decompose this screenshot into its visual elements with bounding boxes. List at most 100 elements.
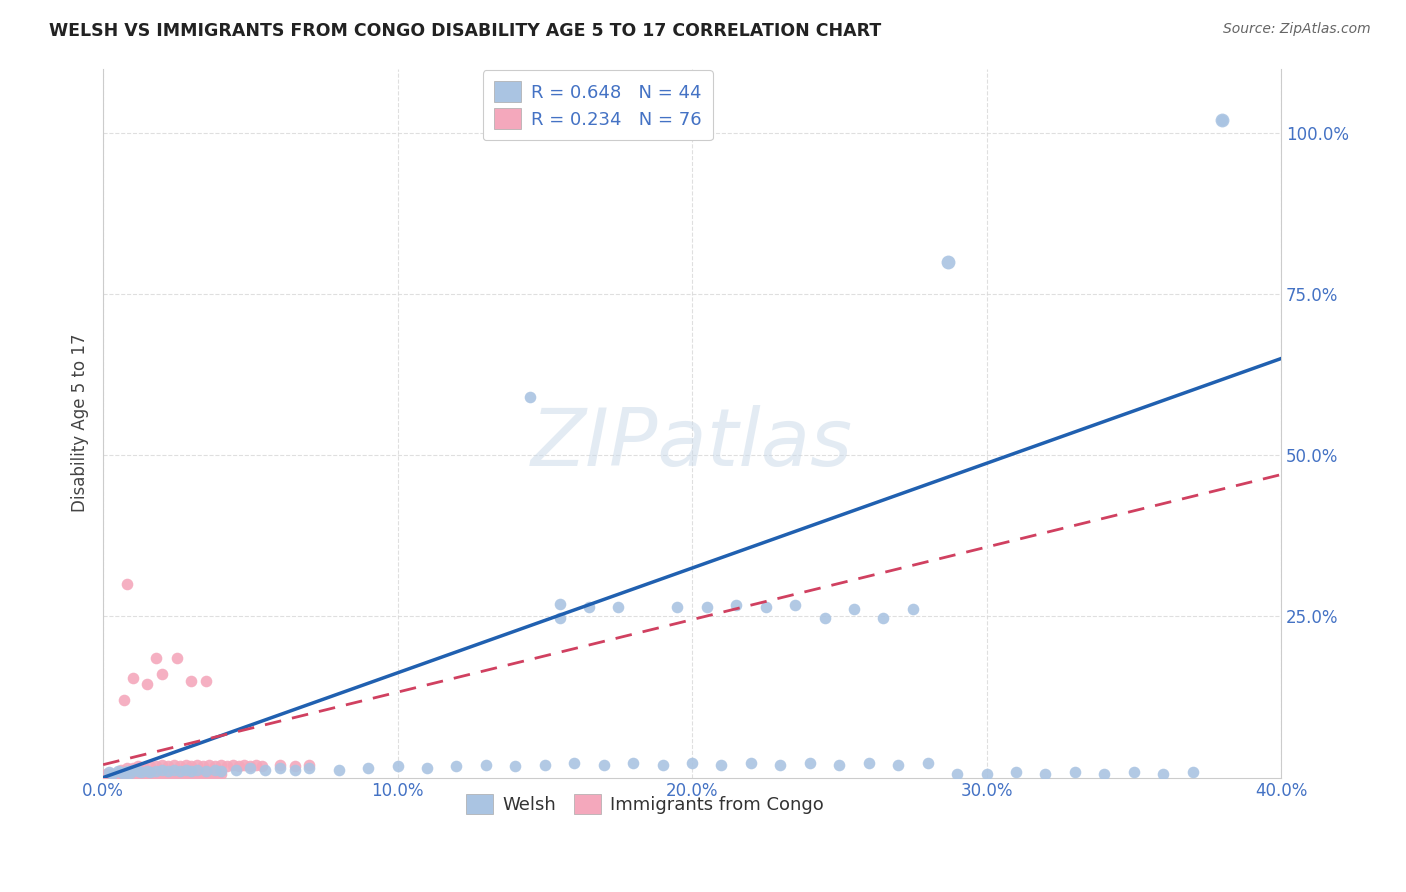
Point: [740, 756, 762, 771]
Point: [228, 759, 250, 773]
Point: [139, 765, 162, 780]
Point: [887, 757, 910, 772]
Point: [110, 763, 132, 777]
Point: [198, 757, 221, 772]
Point: [134, 761, 156, 775]
Point: [209, 767, 232, 781]
Point: [207, 767, 229, 781]
Point: [101, 767, 124, 781]
Point: [710, 757, 733, 772]
Point: [201, 767, 224, 781]
Point: [121, 767, 143, 781]
Point: [136, 767, 159, 781]
Point: [104, 767, 127, 781]
Point: [136, 764, 159, 778]
Point: [115, 577, 138, 591]
Point: [578, 599, 600, 614]
Point: [156, 764, 179, 778]
Point: [204, 759, 226, 773]
Point: [328, 763, 350, 777]
Point: [1122, 765, 1144, 780]
Point: [186, 757, 208, 772]
Point: [193, 767, 215, 781]
Point: [209, 757, 232, 772]
Point: [505, 759, 527, 773]
Point: [186, 767, 208, 781]
Point: [221, 757, 243, 772]
Point: [416, 761, 439, 775]
Point: [110, 767, 132, 781]
Point: [121, 763, 143, 777]
Point: [150, 763, 173, 777]
Point: [101, 767, 124, 781]
Point: [1181, 765, 1204, 780]
Point: [681, 756, 703, 771]
Point: [621, 756, 644, 771]
Point: [188, 767, 211, 781]
Point: [519, 390, 541, 404]
Point: [110, 765, 132, 780]
Point: [180, 764, 202, 778]
Point: [174, 757, 197, 772]
Point: [172, 767, 194, 781]
Point: [163, 763, 186, 777]
Point: [169, 764, 191, 778]
Point: [156, 767, 179, 781]
Point: [917, 756, 939, 771]
Point: [115, 764, 138, 778]
Point: [180, 767, 202, 781]
Point: [145, 764, 167, 778]
Point: [239, 759, 262, 773]
Point: [548, 597, 571, 611]
Point: [1063, 765, 1085, 780]
Point: [115, 761, 138, 775]
Point: [174, 767, 197, 781]
Point: [1152, 767, 1174, 781]
Point: [183, 767, 205, 781]
Point: [166, 651, 188, 665]
Point: [651, 757, 673, 772]
Point: [755, 599, 778, 614]
Point: [150, 767, 173, 781]
Point: [936, 255, 959, 269]
Point: [180, 673, 202, 688]
Point: [142, 767, 165, 781]
Point: [124, 767, 146, 781]
Point: [153, 767, 176, 781]
Point: [150, 667, 173, 681]
Point: [269, 757, 291, 772]
Point: [475, 757, 498, 772]
Point: [209, 764, 232, 778]
Point: [195, 764, 218, 778]
Point: [112, 693, 135, 707]
Point: [1092, 767, 1115, 781]
Point: [1035, 767, 1057, 781]
Point: [169, 759, 191, 773]
Point: [160, 767, 183, 781]
Point: [254, 763, 277, 777]
Point: [562, 756, 585, 771]
Point: [127, 759, 149, 773]
Point: [163, 767, 186, 781]
Point: [666, 599, 689, 614]
Point: [131, 767, 153, 781]
Point: [533, 757, 555, 772]
Point: [145, 767, 167, 781]
Point: [283, 763, 305, 777]
Point: [94, 767, 117, 781]
Point: [118, 766, 141, 780]
Point: [118, 767, 141, 781]
Point: [245, 757, 267, 772]
Point: [215, 759, 238, 773]
Point: [127, 767, 149, 781]
Point: [150, 757, 173, 772]
Point: [134, 767, 156, 781]
Point: [607, 599, 630, 614]
Point: [127, 764, 149, 778]
Point: [592, 757, 614, 772]
Point: [193, 759, 215, 773]
Point: [112, 767, 135, 781]
Point: [131, 765, 153, 780]
Point: [357, 761, 380, 775]
Point: [785, 598, 807, 612]
